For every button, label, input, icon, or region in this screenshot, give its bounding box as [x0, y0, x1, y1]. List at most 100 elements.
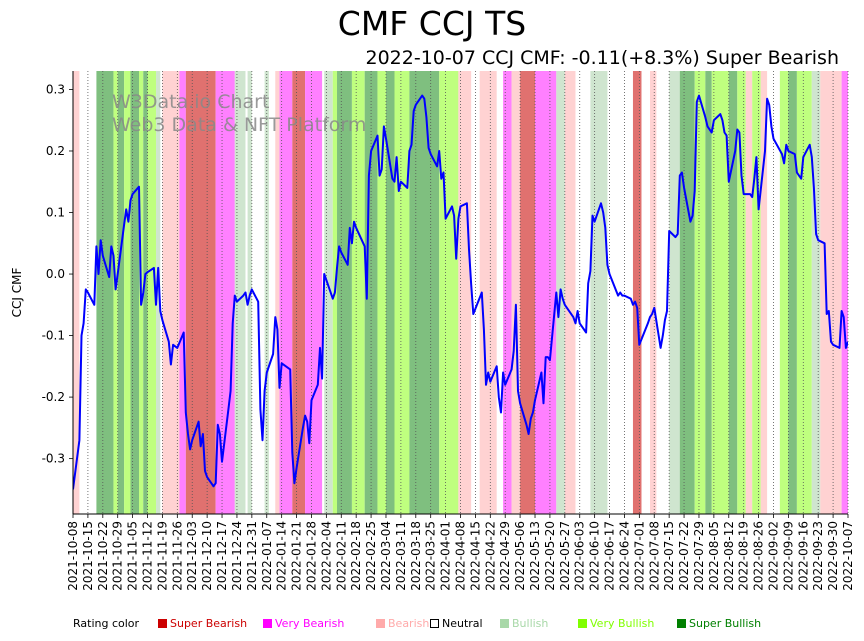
- legend-swatch: [376, 619, 385, 628]
- rating-band: [479, 71, 497, 514]
- x-tick-label: 2022-04-22: [483, 521, 497, 591]
- rating-band: [113, 71, 118, 514]
- rating-band: [292, 71, 306, 514]
- rating-band: [147, 71, 157, 514]
- x-tick-label: 2022-01-14: [275, 521, 289, 591]
- x-tick-label: 2022-01-21: [290, 521, 304, 591]
- x-tick-label: 2021-10-22: [96, 521, 110, 591]
- rating-band: [73, 71, 80, 514]
- x-tick-label: 2021-12-31: [245, 521, 259, 591]
- x-tick-label: 2022-06-10: [588, 521, 602, 591]
- x-tick-label: 2022-06-17: [603, 521, 617, 591]
- legend-item: Very Bullish: [578, 617, 654, 630]
- legend-item-label: Bullish: [512, 617, 549, 630]
- rating-band: [511, 71, 521, 514]
- rating-band: [179, 71, 186, 514]
- x-tick-label: 2022-05-27: [558, 521, 572, 591]
- rating-band: [409, 71, 440, 514]
- rating-band: [275, 71, 280, 514]
- rating-band: [162, 71, 180, 514]
- rating-band: [590, 71, 608, 514]
- rating-band: [234, 71, 246, 514]
- x-tick-label: 2022-07-01: [632, 521, 646, 591]
- rating-band: [458, 71, 472, 514]
- y-tick-label: 0.1: [46, 206, 65, 220]
- rating-band: [737, 71, 746, 514]
- x-tick-label: 2022-04-08: [454, 521, 468, 591]
- rating-band: [649, 71, 657, 514]
- rating-band: [439, 71, 459, 514]
- y-tick-label: -0.2: [42, 390, 65, 404]
- rating-band: [351, 71, 365, 514]
- x-tick-label: 2022-02-11: [334, 521, 348, 591]
- legend-swatch: [500, 619, 509, 628]
- x-tick-label: 2022-09-30: [826, 521, 840, 591]
- legend-swatch: [677, 619, 686, 628]
- x-tick-label: 2022-05-13: [528, 521, 542, 591]
- rating-band: [305, 71, 323, 514]
- x-tick-label: 2021-10-08: [66, 521, 80, 591]
- rating-band: [752, 71, 761, 514]
- legend-item-label: Super Bullish: [689, 617, 762, 630]
- x-tick-label: 2022-02-25: [364, 521, 378, 591]
- legend-item-label: Very Bearish: [275, 617, 345, 630]
- rating-band: [143, 71, 148, 514]
- x-tick-label: 2022-05-20: [543, 521, 557, 591]
- rating-band: [779, 71, 789, 514]
- x-tick-label: 2022-02-18: [349, 521, 363, 591]
- x-tick-label: 2022-09-23: [811, 521, 825, 591]
- rating-band: [705, 71, 712, 514]
- x-tick-label: 2022-05-06: [513, 521, 527, 591]
- rating-band: [264, 71, 269, 514]
- x-tick-label: 2022-03-18: [409, 521, 423, 591]
- y-tick-label: -0.1: [42, 329, 65, 343]
- x-tick-label: 2022-02-04: [319, 521, 333, 591]
- legend-item: Super Bullish: [677, 617, 761, 630]
- x-tick-label: 2021-11-05: [126, 521, 140, 591]
- x-tick-label: 2021-11-26: [170, 521, 184, 591]
- legend-swatch: [430, 619, 439, 628]
- rating-band: [632, 71, 642, 514]
- rating-band: [124, 71, 131, 514]
- x-tick-label: 2022-06-24: [617, 521, 631, 591]
- x-tick-label: 2022-07-29: [692, 521, 706, 591]
- x-tick-label: 2022-08-19: [737, 521, 751, 591]
- rating-band: [130, 71, 140, 514]
- legend-item-label: Bearish: [388, 617, 430, 630]
- legend-swatch: [263, 619, 272, 628]
- rating-band: [796, 71, 812, 514]
- x-tick-label: 2021-12-24: [230, 521, 244, 591]
- rating-band: [377, 71, 386, 514]
- rating-band: [385, 71, 395, 514]
- rating-band: [337, 71, 352, 514]
- legend-swatch: [158, 619, 167, 628]
- rating-band: [215, 71, 235, 514]
- rating-band: [745, 71, 753, 514]
- x-tick-label: 2022-07-22: [677, 521, 691, 591]
- legend-item-label: Neutral: [442, 617, 483, 630]
- rating-band: [711, 71, 729, 514]
- legend-label: Rating color: [73, 617, 140, 630]
- y-tick-label: 0.2: [46, 144, 65, 158]
- x-tick-label: 2022-01-28: [304, 521, 318, 591]
- x-tick-label: 2022-09-02: [766, 521, 780, 591]
- y-tick-label: 0.0: [46, 267, 65, 281]
- x-tick-label: 2022-08-05: [707, 521, 721, 591]
- legend-item-label: Very Bullish: [590, 617, 655, 630]
- legend-item: Bullish: [500, 617, 548, 630]
- x-tick-label: 2022-03-25: [424, 521, 438, 591]
- x-tick-label: 2021-12-10: [200, 521, 214, 591]
- x-tick-label: 2021-11-19: [155, 521, 169, 591]
- rating-band: [694, 71, 706, 514]
- x-tick-label: 2022-07-15: [662, 521, 676, 591]
- rating-legend: Rating color Super Bearish Very Bearish Be…: [73, 617, 761, 630]
- x-tick-label: 2022-07-08: [647, 521, 661, 591]
- y-tick-label: 0.3: [46, 82, 65, 96]
- legend-item: Super Bearish: [158, 617, 247, 630]
- rating-band: [324, 71, 333, 514]
- x-tick-label: 2022-04-15: [468, 521, 482, 591]
- rating-band: [117, 71, 125, 514]
- legend-swatch: [578, 619, 587, 628]
- rating-band: [669, 71, 680, 514]
